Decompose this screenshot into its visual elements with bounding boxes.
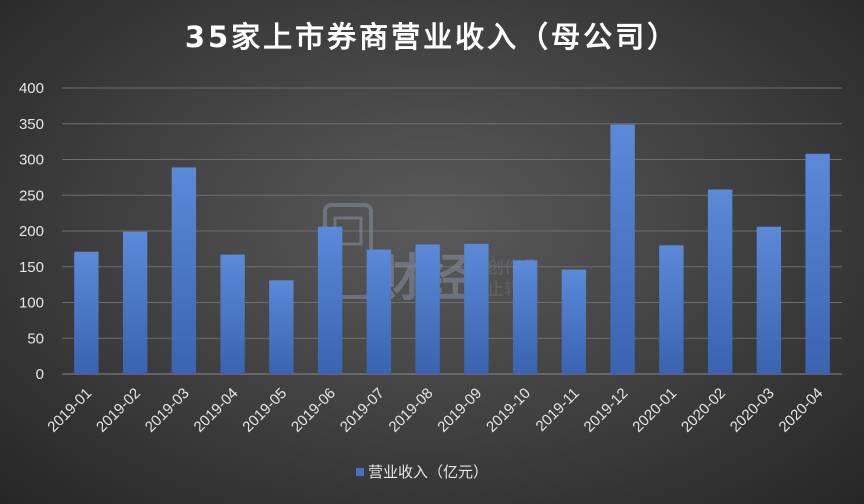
x-tick-label: 2019-01 (44, 385, 95, 436)
x-tick-label: 2019-06 (288, 385, 339, 436)
bar (464, 243, 489, 374)
y-tick-label: 0 (36, 366, 44, 383)
y-tick-label: 300 (19, 152, 44, 169)
x-tick-label: 2019-02 (93, 385, 144, 436)
bar (561, 269, 587, 374)
bar (220, 254, 245, 374)
bars (74, 124, 830, 374)
y-tick-label: 100 (19, 295, 44, 312)
bar (805, 153, 830, 374)
x-tick-label: 2020-01 (629, 385, 680, 436)
bar (74, 251, 99, 374)
y-tick-label: 350 (19, 116, 44, 133)
x-tick-label: 2019-08 (385, 385, 436, 436)
x-tick-label: 2020-02 (678, 385, 729, 436)
x-tick-label: 2019-11 (533, 385, 583, 435)
x-tick-label: 2019-05 (239, 385, 290, 436)
bar (171, 167, 197, 374)
x-tick-label: 2019-03 (142, 385, 193, 436)
y-axis-ticks: 0 50 100 150 200 250 300 350 400 (19, 80, 44, 383)
bar (610, 124, 635, 374)
x-tick-label: 2020-03 (727, 385, 778, 436)
y-tick-label: 250 (19, 187, 44, 204)
bar (317, 226, 343, 374)
bar (366, 249, 392, 374)
bar (707, 189, 733, 374)
y-tick-label: 50 (27, 330, 44, 347)
y-tick-label: 400 (19, 80, 44, 97)
chart-title: 35家上市券商营业收入（母公司） (184, 20, 680, 54)
bar (659, 245, 684, 374)
legend-label: 营业收入（亿元） (368, 463, 488, 481)
bar (122, 231, 148, 374)
bar (512, 260, 538, 374)
x-tick-label: 2019-10 (483, 385, 534, 436)
bar (756, 226, 782, 374)
x-axis-ticks: 2019-012019-022019-032019-042019-052019-… (44, 385, 826, 436)
bar (415, 244, 440, 374)
bar (269, 280, 294, 374)
y-tick-label: 150 (19, 259, 44, 276)
y-tick-label: 200 (19, 223, 44, 240)
x-tick-label: 2020-04 (775, 385, 826, 436)
x-tick-label: 2019-09 (434, 385, 485, 436)
legend-swatch (356, 468, 364, 476)
legend: 营业收入（亿元） (356, 463, 488, 481)
x-tick-label: 2019-04 (190, 385, 241, 436)
x-tick-label: 2019-12 (580, 385, 631, 436)
x-tick-label: 2019-07 (337, 385, 388, 436)
